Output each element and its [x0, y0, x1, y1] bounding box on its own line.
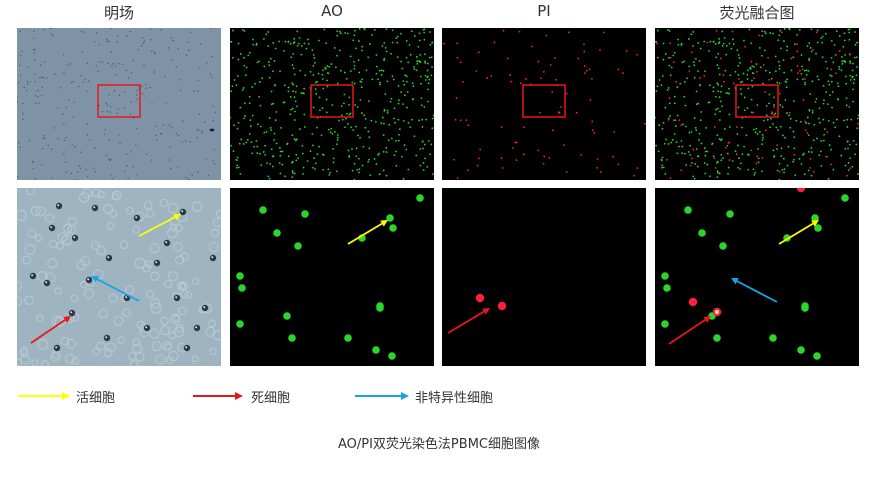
- legend-nonspecific: 非特异性细胞: [355, 386, 555, 406]
- dead-cell-arrow: [30, 316, 71, 344]
- yellow-arrow-icon: [18, 392, 70, 400]
- figure-caption: AO/PI双荧光染色法PBMC细胞图像: [337, 437, 540, 452]
- legend-live: 活细胞: [18, 386, 178, 406]
- merge-title: 荧光融合图: [719, 4, 795, 22]
- pi-title: PI: [537, 2, 551, 20]
- live-cell-arrow: [347, 220, 388, 245]
- legend-dead: 死细胞: [193, 386, 353, 406]
- blue-arrow-icon: [355, 392, 409, 400]
- ao-zoom-image: [230, 188, 434, 366]
- red-arrow-icon: [193, 392, 243, 400]
- roi-box: [310, 84, 354, 118]
- pi-zoom-image: [442, 188, 646, 366]
- roi-box: [735, 84, 779, 118]
- roi-box: [522, 84, 566, 118]
- brightfield-title: 明场: [103, 4, 134, 22]
- dead-cell-arrow: [668, 316, 711, 345]
- pi-overview-image: [442, 28, 646, 180]
- brightfield-overview-image: [17, 28, 221, 180]
- merge-overview-image: [655, 28, 859, 180]
- ao-overview-image: [230, 28, 434, 180]
- merge-zoom-image: [655, 188, 859, 366]
- ao-title: AO: [321, 2, 343, 20]
- live-cell-arrow: [778, 220, 819, 245]
- legend-dead-label: 死细胞: [251, 391, 291, 406]
- legend-live-label: 活细胞: [76, 391, 116, 406]
- nonspecific-cell-arrow: [91, 276, 140, 302]
- legend-nonspecific-label: 非特异性细胞: [415, 391, 494, 406]
- roi-box: [97, 84, 141, 118]
- live-cell-arrow: [138, 214, 181, 237]
- nonspecific-cell-arrow: [731, 278, 778, 303]
- brightfield-zoom-image: [17, 188, 221, 366]
- dead-cell-arrow: [447, 308, 490, 334]
